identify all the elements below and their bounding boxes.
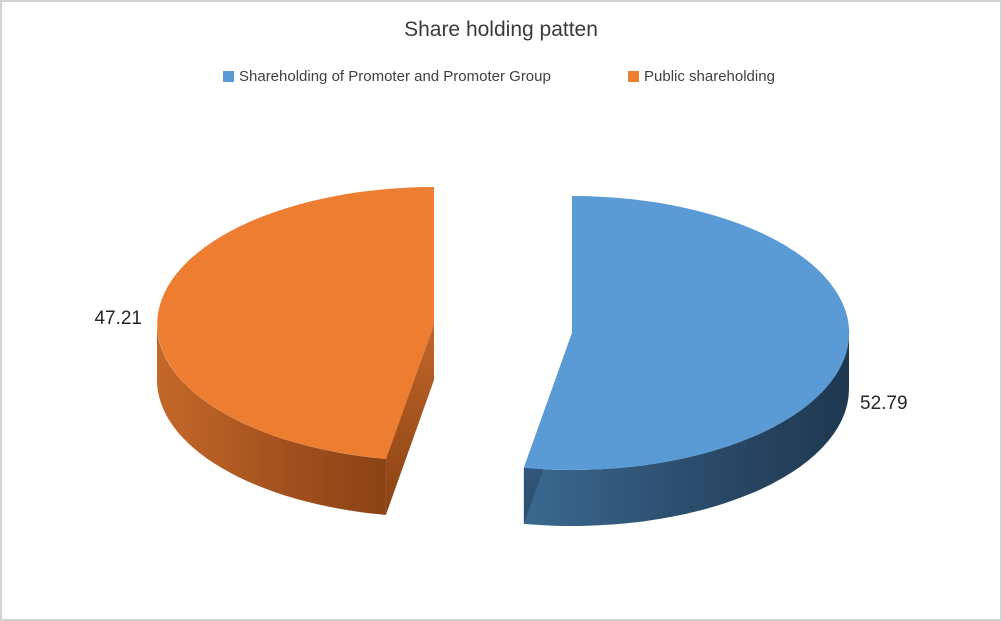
legend-item-promoter[interactable]: Shareholding of Promoter and Promoter Gr… bbox=[223, 68, 551, 85]
chart-title: Share holding patten bbox=[404, 18, 598, 41]
legend-swatch-orange-icon bbox=[628, 71, 639, 82]
data-label-promoter: 52.79 bbox=[860, 393, 908, 414]
pie-slice-promoter[interactable] bbox=[523, 195, 850, 526]
pie-slice-promoter-rim[interactable] bbox=[523, 333, 849, 526]
pie-slice-public-rim[interactable] bbox=[157, 324, 386, 515]
legend-swatch-blue-icon bbox=[223, 71, 234, 82]
legend-label-promoter: Shareholding of Promoter and Promoter Gr… bbox=[239, 68, 551, 85]
data-label-public: 47.21 bbox=[94, 308, 142, 329]
pie-slice-promoter-top[interactable] bbox=[523, 195, 850, 470]
pie-slice-public-cut-wall[interactable] bbox=[385, 324, 434, 515]
pie-slice-public[interactable] bbox=[157, 187, 434, 515]
legend-item-public[interactable]: Public shareholding bbox=[628, 68, 775, 85]
legend-label-public: Public shareholding bbox=[644, 68, 775, 85]
pie-slice-public-top[interactable] bbox=[157, 187, 434, 459]
